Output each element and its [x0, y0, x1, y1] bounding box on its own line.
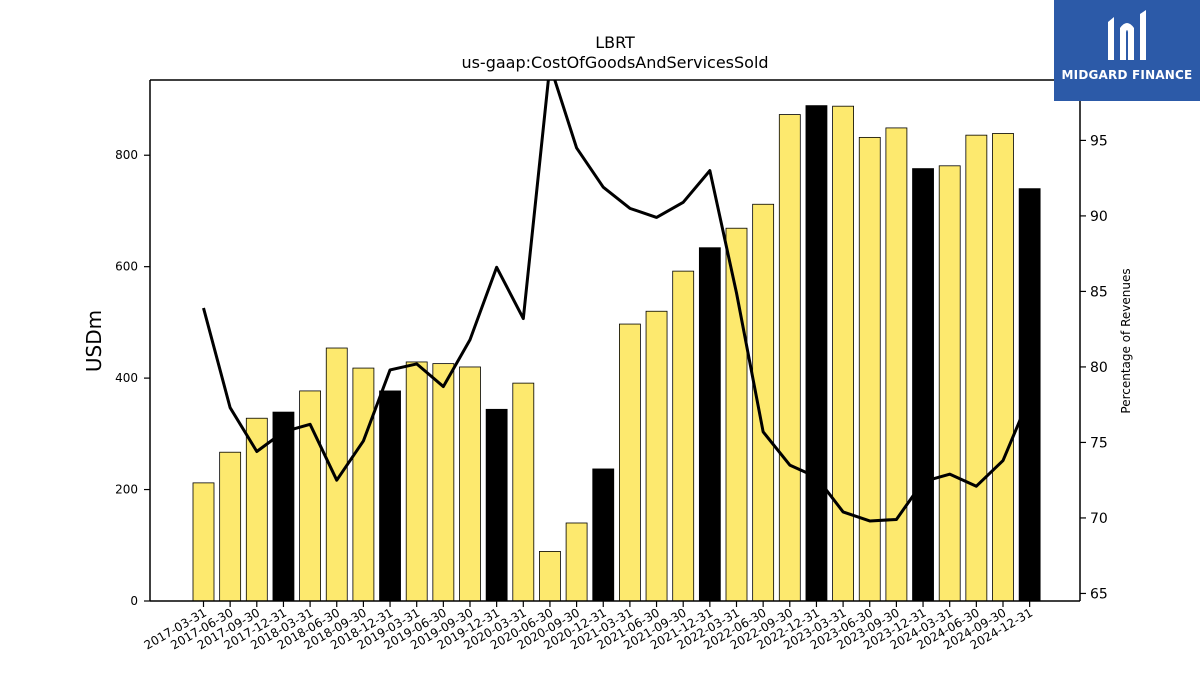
bar-2019-03-31 [405, 361, 428, 601]
midgard-logo-icon [1108, 10, 1146, 60]
bar-2024-06-30 [965, 134, 988, 601]
bar-2019-12-31 [485, 408, 508, 601]
bar-2022-03-31 [725, 227, 748, 601]
bar-2018-09-30 [352, 367, 375, 601]
y-tick-label: 600 [115, 260, 138, 274]
bar-2023-03-31 [832, 105, 854, 601]
bar-2018-03-31 [299, 390, 322, 601]
bar-2024-03-31 [938, 165, 961, 601]
y2-tick-label: 95 [1090, 133, 1108, 149]
y-axis-label: USDm [82, 310, 106, 372]
bar-2021-06-30 [645, 310, 668, 601]
bar-2018-12-31 [379, 390, 401, 601]
brand-name: MIDGARD FINANCE [1061, 68, 1193, 82]
percentage-line [202, 80, 1032, 523]
bar-2020-06-30 [539, 551, 561, 601]
bar-2018-06-30 [325, 347, 348, 601]
bar-2017-09-30 [245, 417, 268, 601]
axes: 0200400600800657075808590952017-03-31201… [115, 79, 1108, 652]
bar-2021-12-31 [698, 247, 721, 601]
brand-logo: MIDGARD FINANCE [1054, 0, 1200, 101]
y2-tick-label: 70 [1090, 511, 1108, 527]
line-group [202, 80, 1032, 523]
bar-2023-09-30 [885, 127, 908, 601]
bar-group [192, 105, 1041, 601]
chart-title: LBRT [595, 33, 635, 52]
bar-2024-09-30 [992, 133, 1014, 601]
bar-2017-03-31 [192, 482, 215, 601]
y2-tick-label: 75 [1090, 435, 1108, 451]
bar-2023-06-30 [858, 136, 881, 601]
bar-2022-12-31 [805, 105, 828, 601]
bar-2019-09-30 [459, 366, 481, 601]
y2-tick-label: 80 [1090, 360, 1108, 376]
bar-2024-12-31 [1018, 188, 1041, 601]
bar-2020-09-30 [565, 522, 588, 601]
chart-subtitle: us-gaap:CostOfGoodsAndServicesSold [461, 53, 768, 72]
y2-tick-label: 65 [1090, 586, 1108, 602]
y2-axis-label: Percentage of Revenues [1119, 268, 1133, 413]
y2-tick-label: 90 [1090, 209, 1108, 225]
bar-2022-09-30 [778, 114, 801, 601]
y2-tick-label: 85 [1090, 284, 1108, 300]
bar-2017-12-31 [272, 411, 295, 601]
bar-2020-12-31 [592, 468, 615, 601]
bar-2021-09-30 [672, 270, 695, 601]
y-tick-label: 400 [115, 371, 138, 385]
bar-2021-03-31 [619, 323, 641, 601]
bar-2017-06-30 [219, 451, 242, 601]
y-tick-label: 200 [115, 483, 138, 497]
y-tick-label: 0 [130, 594, 138, 608]
bar-2023-12-31 [912, 168, 934, 601]
bar-2020-03-31 [512, 382, 535, 601]
bar-2019-06-30 [432, 363, 455, 601]
y-tick-label: 800 [115, 148, 138, 162]
bar-2022-06-30 [752, 203, 775, 601]
